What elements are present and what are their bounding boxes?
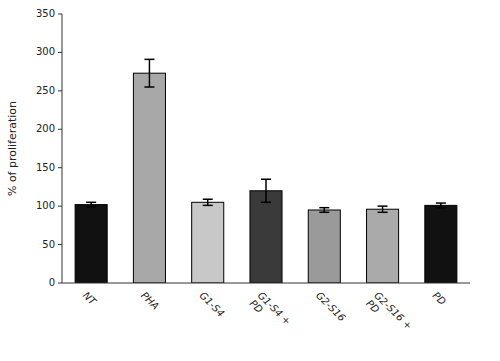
bar xyxy=(367,209,399,283)
error-cap xyxy=(144,59,154,61)
error-cap xyxy=(378,212,388,214)
error-cap xyxy=(436,202,446,204)
y-axis-label: % of proliferation xyxy=(6,101,19,196)
error-cap xyxy=(378,205,388,207)
bar xyxy=(75,205,107,283)
bar xyxy=(308,210,340,283)
error-bar xyxy=(144,59,154,87)
chart: 0 50 100 150 200 250 300 350 % of proliferation N… xyxy=(0,0,500,361)
x-tick-label: G2-S16 +PD xyxy=(364,290,414,340)
y-tick-label: 200 xyxy=(36,123,55,134)
error-bar xyxy=(261,179,271,202)
x-tick-label-line: G2-S16 xyxy=(314,290,348,324)
y-tick-label: 350 xyxy=(36,8,55,19)
x-tick-label: G2-S16 xyxy=(314,290,348,324)
error-cap xyxy=(319,207,329,209)
x-tick-label: NT xyxy=(81,290,99,308)
y-tick xyxy=(58,244,62,245)
x-ticks: NTPHAG1-S4G1-S4 +PDG2-S16G2-S16 +PDPD xyxy=(81,290,448,340)
x-tick-label-line: PD xyxy=(364,298,382,316)
error-bar xyxy=(378,206,388,212)
x-tick-label-line: PD xyxy=(248,298,266,316)
error-stem xyxy=(382,206,384,212)
y-tick-label: 250 xyxy=(36,85,55,96)
y-tick-label: 300 xyxy=(36,46,55,57)
bar xyxy=(425,205,457,283)
error-stem xyxy=(207,199,209,205)
x-tick-label: PHA xyxy=(139,290,161,312)
plot-area xyxy=(75,59,457,283)
error-bar xyxy=(203,199,213,205)
y-tick xyxy=(58,167,62,168)
y-tick xyxy=(58,129,62,130)
error-cap xyxy=(86,206,96,208)
chart-container: 0 50 100 150 200 250 300 350 % of proliferation N… xyxy=(0,0,500,361)
x-tick-label: G1-S4 xyxy=(197,290,226,319)
x-tick-label-line: PD xyxy=(430,290,448,308)
error-bar xyxy=(436,203,446,208)
y-tick xyxy=(58,14,62,15)
error-stem xyxy=(149,59,151,87)
error-cap xyxy=(436,207,446,209)
error-bar xyxy=(319,208,329,213)
y-tick xyxy=(58,206,62,207)
y-tick xyxy=(58,283,62,284)
bar xyxy=(133,73,165,283)
y-ticks: 0 50 100 150 200 250 300 350 xyxy=(36,8,62,288)
y-tick-label: 150 xyxy=(36,162,55,173)
error-cap xyxy=(86,202,96,204)
x-tick-label: PD xyxy=(430,290,448,308)
x-tick-label-line: NT xyxy=(81,290,99,308)
y-tick-label: 50 xyxy=(42,239,55,250)
y-axis-line xyxy=(62,14,63,283)
y-tick xyxy=(58,52,62,53)
error-cap xyxy=(319,212,329,214)
x-tick-label-line: G2-S16 + xyxy=(372,290,414,332)
x-tick-label: G1-S4 +PD xyxy=(248,290,294,336)
error-stem xyxy=(265,179,267,202)
y-tick-label: 100 xyxy=(36,200,55,211)
x-tick-label-line: PHA xyxy=(139,290,161,312)
error-cap xyxy=(203,205,213,207)
bar xyxy=(250,191,282,283)
bar xyxy=(192,202,224,283)
x-axis-line xyxy=(62,283,470,284)
error-cap xyxy=(203,198,213,200)
error-cap xyxy=(144,86,154,88)
error-cap xyxy=(261,178,271,180)
error-cap xyxy=(261,202,271,204)
y-tick-label: 0 xyxy=(49,277,55,288)
x-tick-label-line: G1-S4 xyxy=(197,290,226,319)
error-bar xyxy=(86,202,96,207)
y-tick xyxy=(58,90,62,91)
